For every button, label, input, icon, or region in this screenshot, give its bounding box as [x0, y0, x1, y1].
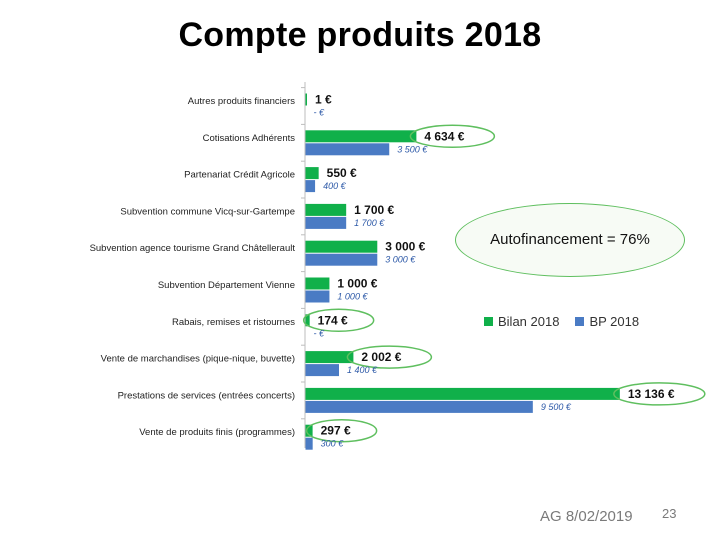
bar-bp-2018: [305, 290, 330, 303]
bar-bilan-2018: [305, 424, 313, 437]
bar-bp-2018: [305, 364, 339, 377]
data-label-bilan: 13 136 €: [628, 387, 675, 401]
data-label-bilan: 1 000 €: [337, 277, 377, 291]
bar-bp-2018: [305, 437, 313, 450]
data-label-bp: 3 000 €: [385, 255, 416, 265]
data-label-bilan: 4 634 €: [424, 129, 464, 143]
data-label-bp: - €: [314, 108, 325, 118]
bar-bilan-2018: [305, 351, 354, 364]
data-label-bp: 3 500 €: [397, 144, 428, 154]
data-label-bp: 1 400 €: [347, 365, 378, 375]
category-label: Autres produits financiers: [188, 96, 295, 107]
data-label-bilan: 1 €: [315, 93, 332, 107]
autofinancement-callout: Autofinancement = 76%: [455, 203, 685, 277]
bar-bilan-2018: [305, 203, 347, 216]
page-number: 23: [662, 506, 677, 521]
footer-date: AG 8/02/2019: [540, 508, 633, 525]
bar-bp-2018: [305, 400, 533, 413]
category-label: Prestations de services (entrées concert…: [118, 390, 295, 401]
data-label-bp: 1 700 €: [354, 218, 385, 228]
bar-bilan-2018: [305, 167, 319, 180]
data-label-bilan: 2 002 €: [361, 350, 401, 364]
data-label-bp: - €: [314, 328, 325, 338]
highlight-ring: [302, 308, 375, 333]
category-label: Vente de marchandises (pique-nique, buve…: [101, 354, 295, 365]
category-label: Rabais, remises et ristournes: [172, 317, 295, 328]
bar-bilan-2018: [305, 93, 307, 106]
data-label-bilan: 1 700 €: [354, 203, 394, 217]
bar-bp-2018: [305, 253, 378, 266]
data-label-bp: 1 000 €: [337, 292, 368, 302]
bar-bilan-2018: [305, 277, 330, 290]
bar-bilan-2018: [305, 387, 620, 400]
data-label-bp: 9 500 €: [541, 402, 572, 412]
chart-legend: Bilan 2018 BP 2018: [484, 314, 639, 329]
category-label: Subvention agence tourisme Grand Châtell…: [90, 243, 296, 254]
bar-bilan-2018: [305, 130, 417, 143]
legend-swatch-bilan: [484, 317, 493, 326]
bar-bp-2018: [305, 180, 316, 193]
bar-bp-2018: [305, 143, 390, 156]
highlight-ring: [613, 382, 706, 406]
legend-item-bp: BP 2018: [575, 314, 639, 329]
data-label-bp: 300 €: [321, 439, 345, 449]
category-label: Vente de produits finis (programmes): [139, 427, 295, 438]
legend-item-bilan: Bilan 2018: [484, 314, 559, 329]
category-label: Cotisations Adhérents: [203, 133, 296, 144]
data-label-bilan: 297 €: [321, 424, 351, 438]
bar-bp-2018: [305, 216, 347, 229]
data-label-bilan: 3 000 €: [385, 240, 425, 254]
callout-text: Autofinancement = 76%: [490, 230, 650, 248]
category-label: Partenariat Crédit Agricole: [184, 170, 295, 181]
data-label-bilan: 174 €: [318, 313, 348, 327]
legend-swatch-bp: [575, 317, 585, 326]
category-label: Subvention Département Vienne: [158, 280, 295, 291]
legend-label-bilan: Bilan 2018: [498, 314, 560, 329]
highlight-ring: [346, 345, 433, 369]
data-label-bp: 400 €: [323, 181, 347, 191]
highlight-ring: [305, 418, 378, 443]
category-label: Subvention commune Vicq-sur-Gartempe: [120, 206, 295, 217]
bar-bilan-2018: [305, 240, 378, 253]
bar-bilan-2018: [305, 314, 310, 327]
data-label-bilan: 550 €: [327, 166, 357, 180]
highlight-ring: [409, 124, 496, 149]
page-title: Compte produits 2018: [178, 16, 542, 54]
legend-label-bp: BP 2018: [589, 314, 640, 329]
